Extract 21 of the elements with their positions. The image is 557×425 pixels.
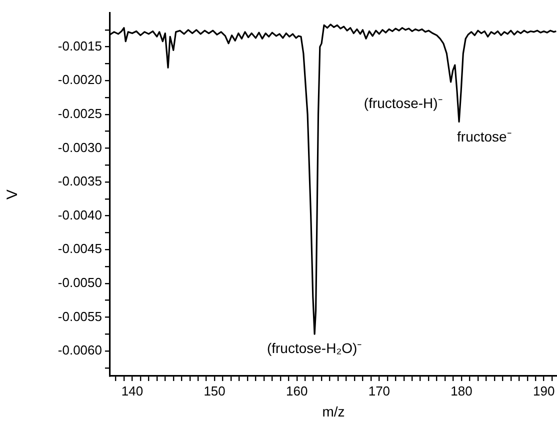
x-tick-label: 160	[286, 383, 308, 398]
x-tick-label: 190	[532, 383, 555, 398]
x-tick-label: 170	[368, 383, 390, 398]
x-axis-title: m/z	[322, 403, 345, 420]
y-tick-label: -0.0055	[58, 308, 102, 324]
y-axis-title: V	[4, 189, 22, 200]
y-tick-label: -0.0030	[58, 140, 102, 155]
annotation: (fructose-H)⁻	[364, 94, 443, 111]
y-tick-label: -0.0050	[58, 274, 102, 290]
y-tick-label: -0.0040	[58, 207, 102, 222]
y-tick-label: -0.0015	[58, 38, 102, 54]
x-tick-label: 140	[121, 383, 144, 398]
annotation: fructose⁻	[457, 128, 512, 145]
y-tick-label: -0.0025	[58, 106, 102, 121]
y-tick-label: -0.0060	[58, 342, 102, 358]
y-tick-label: -0.0035	[58, 174, 102, 189]
annotation: (fructose-H₂O)⁻	[266, 340, 362, 356]
x-tick-label: 150	[204, 383, 226, 398]
y-tick-label: -0.0020	[58, 72, 102, 88]
y-tick-label: -0.0045	[58, 241, 102, 256]
x-tick-label: 180	[450, 383, 472, 398]
